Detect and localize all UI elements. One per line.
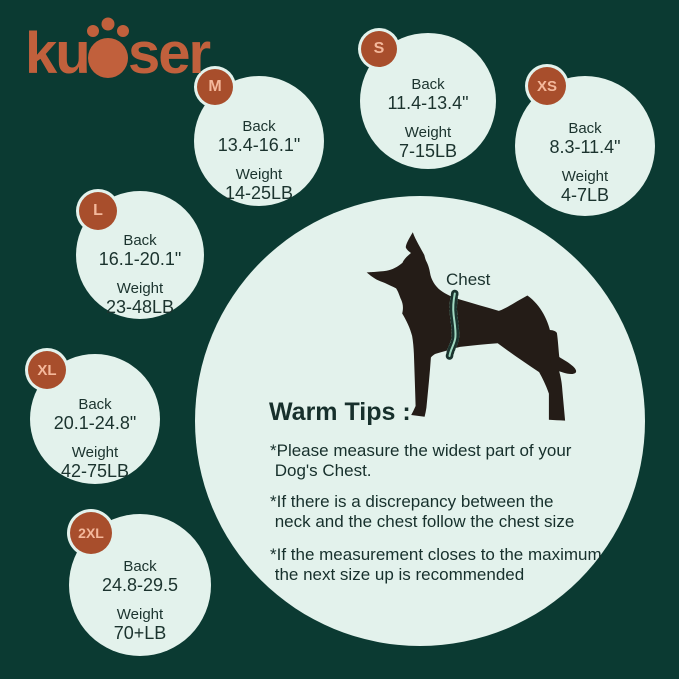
svg-text:ser: ser <box>128 21 211 86</box>
svg-text:ku: ku <box>25 21 89 86</box>
